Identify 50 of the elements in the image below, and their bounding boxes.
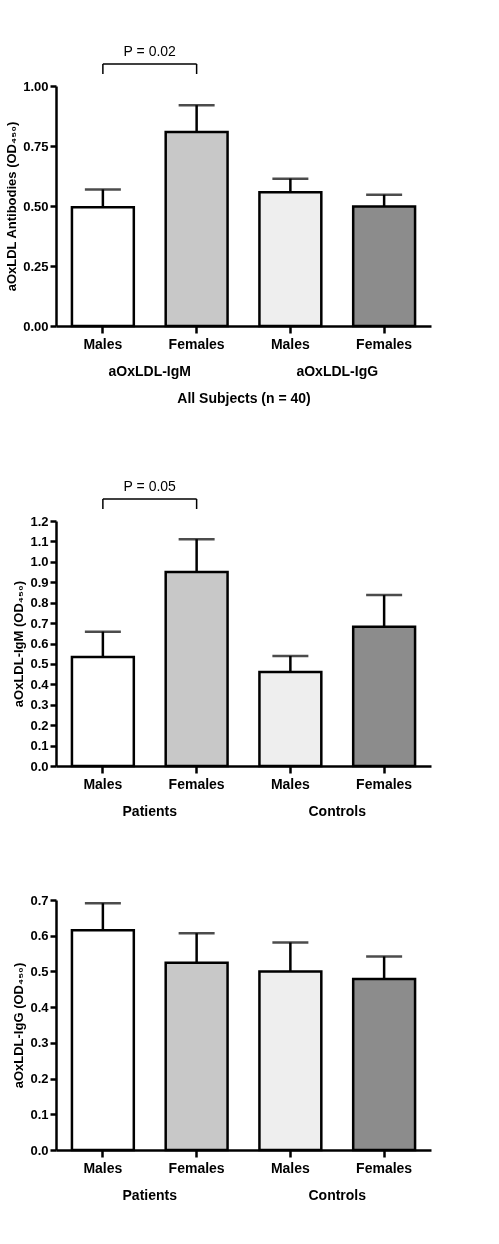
y-axis-title: aOxLDL Antibodies (OD₄₅₀) — [4, 121, 20, 292]
y-tick-label: 0.25 — [23, 258, 49, 274]
x-tick-label: Males — [83, 1159, 123, 1176]
x-axis-title: All Subjects (n = 40) — [177, 389, 311, 406]
y-tick-label: 1.1 — [30, 533, 49, 549]
text: Patients — [122, 803, 178, 819]
y-tick-label: 0.7 — [30, 892, 49, 908]
y-tick-label: 0.3 — [30, 697, 49, 713]
x-tick-label: Females — [168, 775, 225, 792]
y-axis-title: aOxLDL-IgG (OD₄₅₀) — [11, 962, 27, 1089]
y-tick-label: 1.00 — [23, 78, 49, 94]
text: P = 0.02 — [123, 43, 177, 59]
text: Controls — [308, 803, 367, 819]
y-tick-label: 0.75 — [23, 138, 49, 154]
y-tick-label: 0.2 — [30, 717, 49, 733]
y-tick-label: 0.7 — [30, 615, 49, 631]
y-tick-label: 0.4 — [30, 676, 50, 692]
text: Patients — [122, 1187, 178, 1203]
text: aOxLDL-IgM — [108, 363, 191, 379]
x-tick-label: Males — [270, 775, 311, 792]
y-tick-label: 0.0 — [30, 758, 49, 774]
y-tick-label: 0.6 — [30, 928, 49, 944]
y-tick-label: 0.5 — [30, 963, 49, 979]
x-tick-label: Females — [356, 775, 413, 792]
x-tick-label: Females — [356, 1159, 413, 1176]
y-axis-title: aOxLDL-IgM (OD₄₅₀) — [11, 580, 27, 708]
y-tick-label: 0.50 — [23, 198, 49, 214]
y-tick-label: 1.2 — [30, 513, 49, 529]
x-tick-label: Males — [83, 335, 123, 352]
x-tick-label: Males — [83, 775, 123, 792]
y-tick-label: 0.2 — [30, 1071, 49, 1087]
y-tick-label: 0.9 — [30, 574, 49, 590]
x-tick-label: Females — [168, 335, 225, 352]
y-tick-label: 0.4 — [30, 999, 50, 1015]
y-tick-label: 0.8 — [30, 595, 49, 611]
y-tick-label: 0.1 — [30, 738, 49, 754]
y-tick-label: 0.5 — [30, 656, 49, 672]
text: aOxLDL-IgG — [296, 363, 379, 379]
x-tick-label: Males — [270, 1159, 311, 1176]
y-tick-label: 0.00 — [23, 318, 49, 334]
y-tick-label: 0.3 — [30, 1035, 49, 1051]
y-tick-label: 1.0 — [30, 554, 49, 570]
y-tick-label: 0.1 — [30, 1106, 49, 1122]
y-tick-label: 0.0 — [30, 1142, 49, 1158]
text: Controls — [308, 1187, 367, 1203]
y-tick-label: 0.6 — [30, 636, 49, 651]
x-tick-label: Females — [356, 335, 413, 352]
x-tick-label: Males — [270, 335, 311, 352]
text: P = 0.05 — [123, 478, 177, 494]
x-tick-label: Females — [168, 1159, 225, 1176]
